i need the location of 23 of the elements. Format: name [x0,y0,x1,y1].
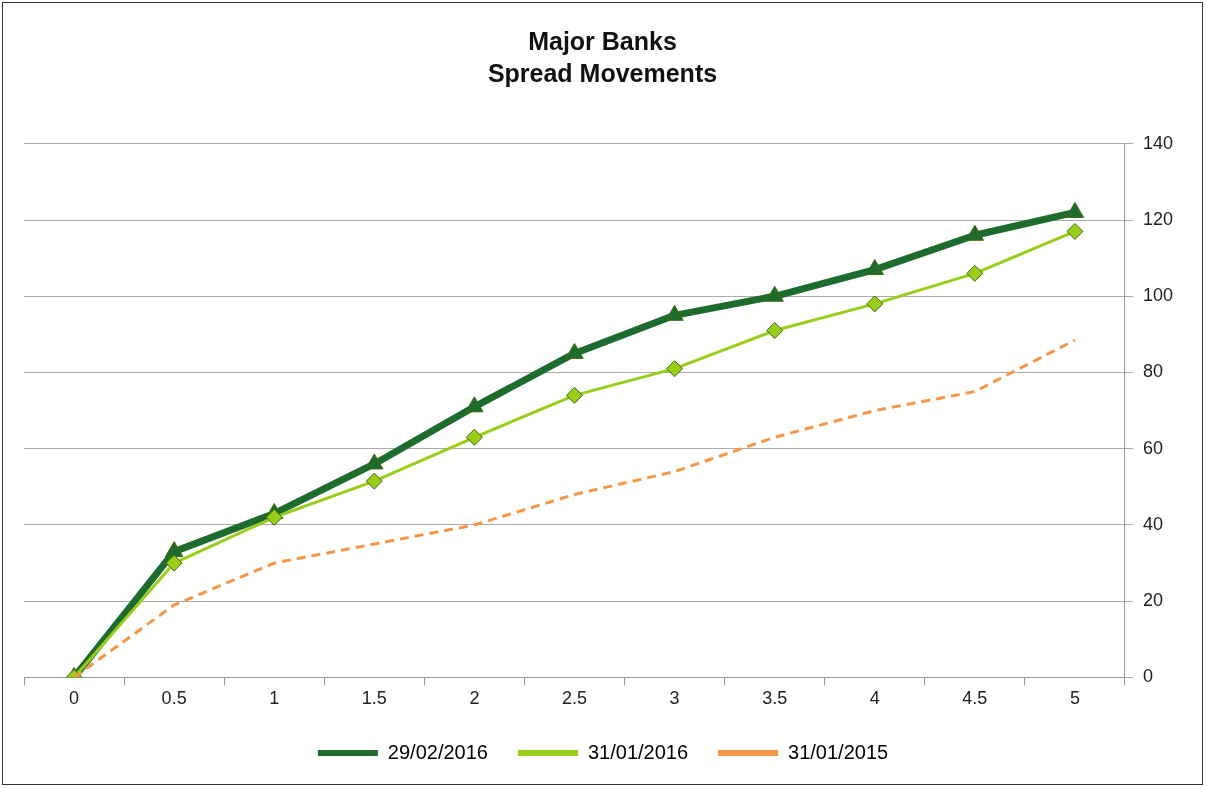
x-tick-label: 0.5 [161,688,187,709]
x-tick-label: 1 [269,688,280,709]
legend-label: 31/01/2015 [788,740,889,763]
y-tick-label: 40 [1142,513,1163,534]
x-tick-label: 1.5 [361,688,387,709]
y-tick-label: 80 [1142,361,1163,382]
x-tick-label: 3 [669,688,680,709]
x-tick-label: 4.5 [962,688,988,709]
x-tick-label: 3.5 [762,688,788,709]
x-tick-label: 5 [1069,688,1080,709]
y-tick-label: 20 [1142,590,1163,611]
y-tick-label: 140 [1142,132,1174,153]
legend-label: 31/01/2016 [587,740,689,763]
y-tick-label: 100 [1142,285,1174,306]
chart-title: Major Banks Spread Movements [486,26,719,89]
y-tick-label: 120 [1142,209,1174,229]
legend-label: 29/02/2016 [387,740,488,763]
x-tick-label: 2 [469,688,480,709]
y-tick-label: 60 [1142,437,1163,458]
y-tick-label: 0 [1142,666,1153,687]
x-tick-label: 2.5 [561,688,587,709]
x-tick-label: 0 [69,688,80,709]
x-tick-label: 4 [869,688,880,709]
